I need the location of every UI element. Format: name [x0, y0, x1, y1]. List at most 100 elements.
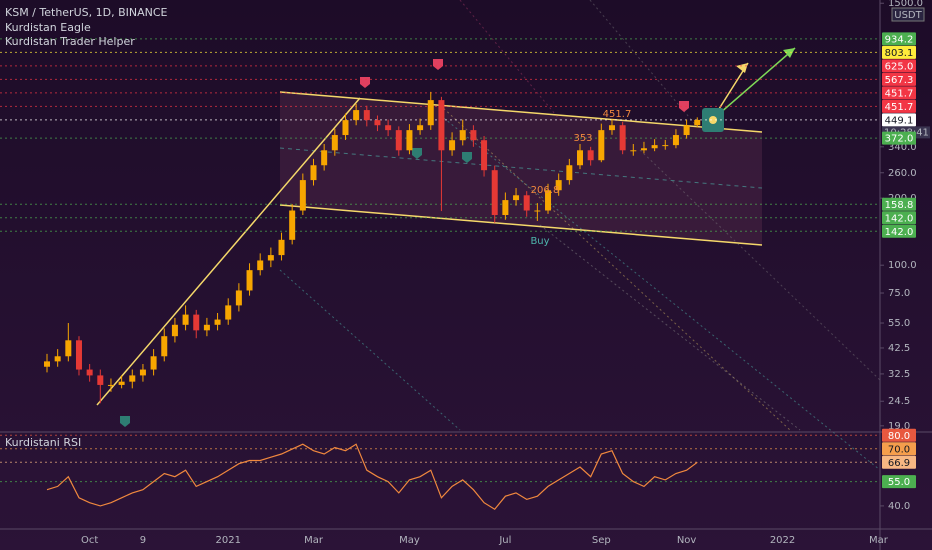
candle-body	[118, 381, 125, 385]
price-tag-label: 55.0	[888, 477, 910, 488]
buy-signal	[412, 148, 422, 159]
price-tag	[882, 224, 916, 238]
candle-body	[65, 340, 72, 357]
sell-signal	[433, 59, 443, 70]
trend-line	[96, 97, 361, 406]
price-tag-label: 451.7	[885, 88, 914, 99]
price-tag-label: 934.2	[885, 34, 914, 45]
x-tick-label: Oct	[81, 535, 98, 546]
rsi-title: Kurdistani RSI	[5, 436, 81, 449]
candle-body	[107, 384, 114, 386]
price-tag-label: 372.0	[885, 134, 914, 145]
x-tick-label: 2021	[215, 535, 240, 546]
price-tag-label: 70.0	[888, 444, 910, 455]
candle-body	[86, 369, 93, 376]
candle-body	[235, 290, 242, 306]
candle-body	[545, 190, 552, 211]
price-tag	[882, 442, 916, 456]
currency[interactable]: USDT	[894, 10, 922, 21]
candle-body	[491, 170, 498, 216]
candle-body	[342, 120, 349, 136]
indicator-name: Kurdistan Eagle	[5, 21, 91, 34]
candle-body	[54, 356, 61, 362]
annotation: 451.7	[603, 109, 632, 120]
candle-body	[481, 140, 488, 171]
candle-body	[97, 375, 104, 385]
candle-body	[299, 180, 306, 211]
candle-body	[395, 130, 402, 151]
price-tag	[882, 197, 916, 211]
indicator-name: Kurdistan Trader Helper	[5, 35, 135, 48]
annotation: 206.8	[531, 185, 560, 196]
price-tag	[882, 211, 916, 225]
candle-body	[427, 100, 434, 126]
sell-signal	[679, 101, 689, 112]
channel-mid	[279, 147, 763, 189]
price-tag-label: 449.1	[885, 115, 914, 126]
candle-body	[523, 195, 530, 211]
price-tag	[882, 72, 916, 86]
candle-body	[417, 125, 424, 131]
candle-body	[321, 150, 328, 166]
y-tick-label: 260.0	[888, 168, 917, 179]
candle-body	[331, 135, 338, 151]
y-tick-label: 100.0	[888, 260, 917, 271]
y-tick-label: 1500.0	[888, 0, 923, 9]
candle-body	[374, 120, 381, 126]
candle-body	[246, 270, 253, 291]
price-tag-label: 451.7	[885, 102, 914, 113]
price-tag-label: 625.0	[885, 61, 914, 72]
price-tag	[882, 32, 916, 46]
candle-body	[438, 100, 445, 151]
candle-body	[470, 130, 477, 141]
candle-body	[310, 165, 317, 181]
y-tick-label: 340.0	[888, 142, 917, 153]
price-tag-label: 803.1	[885, 48, 914, 59]
candle-body	[182, 314, 189, 325]
annotation: 353	[573, 133, 592, 144]
x-tick-label: Sep	[592, 535, 611, 546]
channel-bottom	[279, 204, 763, 246]
x-tick-label: May	[399, 535, 420, 546]
price-tag	[882, 45, 916, 59]
y-tick-label: 75.0	[888, 288, 910, 299]
candle-body	[129, 375, 136, 382]
candle-body	[640, 148, 647, 151]
candle-body	[150, 356, 157, 370]
candle-body	[353, 110, 360, 121]
y-tick-label: 24.5	[888, 396, 910, 407]
candle-body	[203, 324, 210, 331]
price-tag-label: 66.9	[888, 458, 910, 469]
fan-line	[459, 0, 561, 121]
fan-line	[539, 224, 801, 431]
y-tick-label: 55.0	[888, 318, 910, 329]
candle-body	[44, 361, 50, 367]
fan-line	[639, 149, 881, 381]
symbol-title: KSM / TetherUS, 1D, BINANCE	[5, 6, 168, 19]
candle-body	[608, 125, 615, 131]
y-tick-label: 32.5	[888, 369, 910, 380]
x-tick-label: 2022	[770, 535, 795, 546]
x-tick-label: Nov	[677, 535, 697, 546]
candle-body	[225, 305, 232, 320]
candle-body	[566, 165, 573, 181]
candle-body	[193, 314, 200, 331]
candle-body	[278, 239, 285, 256]
x-tick-label: Jul	[498, 535, 511, 546]
candle-body	[619, 125, 626, 151]
candle-body	[683, 125, 690, 136]
y-tick-label: 19.0	[888, 421, 910, 432]
price-tag	[882, 475, 916, 489]
candle-body	[289, 210, 296, 240]
price-tag-label: 142.0	[885, 227, 914, 238]
buy-signal	[462, 152, 472, 163]
candle-body	[267, 255, 274, 261]
candle-body	[161, 336, 168, 357]
price-tag	[882, 59, 916, 73]
x-tick-label: Mar	[869, 535, 889, 546]
sell-signal	[360, 77, 370, 88]
price-tag	[882, 428, 916, 442]
annotation: Buy	[530, 236, 549, 247]
price-tag	[882, 131, 916, 145]
currency-box[interactable]	[891, 7, 925, 22]
